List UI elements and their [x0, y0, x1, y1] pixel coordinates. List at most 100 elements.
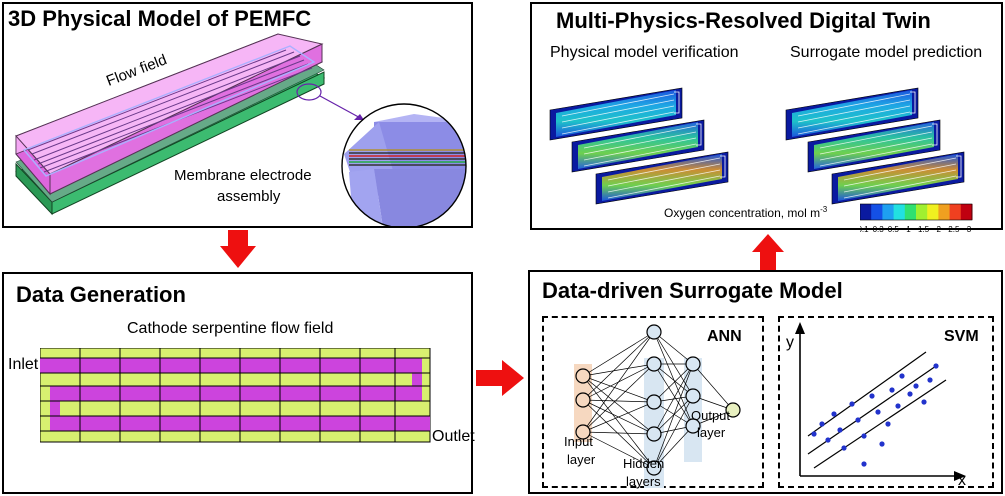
ann-connection	[582, 331, 655, 433]
ann-connection	[692, 363, 734, 411]
svm-margin-line	[813, 379, 947, 469]
oxygen-contour-plots	[549, 87, 965, 205]
output-node	[725, 402, 741, 418]
physical-model-title: 3D Physical Model of PEMFC	[8, 6, 312, 31]
ann-connection	[653, 395, 694, 435]
colorbar-exponent: -3	[820, 205, 828, 214]
colorbar-tick-label: 0.3	[873, 225, 885, 234]
colorbar-tick-label: 1.5	[918, 225, 930, 234]
digital-twin-title: Multi-Physics-Resolved Digital Twin	[556, 8, 931, 33]
svm-data-point	[885, 421, 891, 427]
input-layer-line2: layer	[567, 452, 596, 467]
svm-data-point	[913, 383, 919, 389]
colorbar-swatch	[882, 204, 895, 220]
ann-connection	[582, 363, 655, 377]
colorbar-swatch	[927, 204, 939, 220]
surrogate-model-panel: Data-driven Surrogate Model ANN Input la…	[528, 270, 1003, 494]
svm-data-point	[921, 399, 927, 405]
svm-data-point	[819, 421, 825, 427]
hidden-node	[685, 388, 701, 404]
svm-y-axis-label: y	[786, 334, 794, 351]
svm-data-point	[933, 363, 939, 369]
colorbar-title-text: Oxygen concentration, mol m	[664, 206, 821, 220]
svm-data-point	[875, 409, 881, 415]
hidden-node	[646, 356, 662, 372]
colorbar-title: Oxygen concentration, mol m-3	[664, 205, 827, 220]
contour-plate-5	[807, 119, 941, 173]
ann-connection	[582, 331, 655, 377]
mea-label-line1: Membrane electrode	[174, 167, 312, 184]
svm-data-point	[907, 391, 913, 397]
ann-connection	[653, 331, 694, 427]
colorbar-swatch	[916, 204, 928, 220]
svm-box	[778, 316, 994, 488]
ann-connection	[653, 363, 694, 427]
svm-data-point	[841, 445, 847, 451]
pemfc-3d-model	[15, 33, 467, 226]
ann-connection	[653, 425, 694, 469]
svm-data-point	[869, 393, 875, 399]
ann-connection	[582, 431, 655, 435]
contour-plate-2	[571, 119, 705, 173]
colorbar-tick-label: 3	[967, 225, 972, 234]
contour-plate-1	[549, 87, 683, 141]
input-layer-line1: Input	[564, 434, 593, 449]
ann-network	[574, 324, 741, 488]
ann-connection	[582, 399, 655, 403]
ann-connection	[653, 363, 694, 397]
hidden-node	[646, 394, 662, 410]
colorbar-swatch	[871, 204, 883, 220]
svm-data-point	[927, 377, 933, 383]
colorbar-swatch	[960, 204, 973, 220]
svm-data-point	[895, 403, 901, 409]
contour-plate-4	[785, 87, 919, 141]
output-layer-line1: Output	[691, 408, 731, 423]
hidden-node	[646, 324, 662, 340]
down-arrow	[220, 230, 256, 268]
hidden-layers-line2: layers	[626, 474, 661, 489]
svm-data-point	[811, 431, 817, 437]
physical-model-panel: 3D Physical Model of PEMFC	[2, 2, 473, 228]
colorbar-tick-label: 2.5	[948, 225, 960, 234]
svm-data-point	[889, 387, 895, 393]
ann-connection	[582, 331, 655, 401]
surrogate-model-title: Data-driven Surrogate Model	[542, 278, 843, 303]
svm-data-point	[879, 441, 885, 447]
svm-plot	[795, 322, 966, 481]
colorbar-tick-label: 1	[906, 225, 911, 234]
outlet-label: Outlet	[432, 428, 475, 445]
svm-data-point	[861, 461, 867, 467]
output-layer-line2: layer	[697, 425, 726, 440]
inlet-label: Inlet	[8, 356, 39, 373]
serpentine-flow-field	[40, 348, 431, 443]
input-node	[575, 368, 591, 384]
ann-connection	[582, 375, 655, 435]
colorbar-swatch	[893, 204, 906, 220]
surrogate-prediction-caption: Surrogate model prediction	[790, 44, 983, 61]
data-generation-title: Data Generation	[16, 282, 186, 307]
input-node	[575, 424, 591, 440]
ann-connection	[582, 399, 655, 469]
svm-data-point	[861, 433, 867, 439]
svm-x-axis-label: x	[958, 472, 966, 489]
ann-connection	[582, 401, 655, 433]
hidden-node	[646, 426, 662, 442]
ann-connection	[653, 401, 694, 427]
data-generation-panel: Data Generation Cathode serpentine flow …	[2, 272, 475, 494]
right-arrow	[476, 360, 524, 396]
ann-connection	[653, 331, 694, 365]
physical-verification-caption: Physical model verification	[550, 44, 739, 61]
colorbar-swatch	[938, 204, 951, 220]
ann-connection	[653, 363, 694, 435]
ann-connection	[582, 375, 655, 469]
hidden-layer-band-2	[684, 358, 702, 462]
colorbar-tick-label: 2	[936, 225, 941, 234]
svm-data-point	[831, 411, 837, 417]
digital-twin-panel: Multi-Physics-Resolved Digital Twin Phys…	[530, 2, 1003, 234]
svm-data-point	[855, 417, 861, 423]
ann-connection	[582, 375, 655, 403]
hidden-layers-line1: Hidden	[623, 456, 665, 471]
svm-y-arrowhead	[795, 322, 805, 334]
contour-plate-6	[831, 151, 965, 205]
svm-data-point	[837, 427, 843, 433]
